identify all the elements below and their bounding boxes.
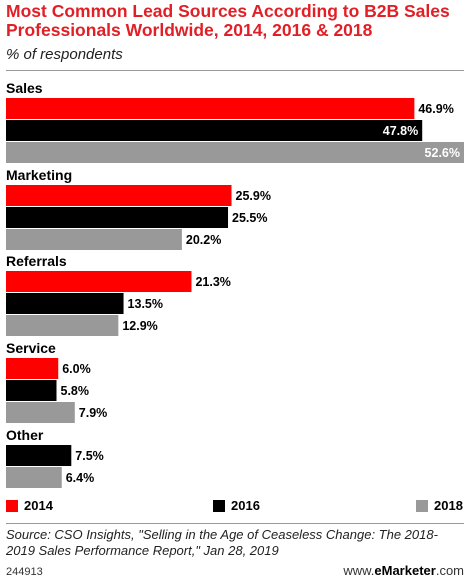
- legend-label-2014: 2014: [24, 498, 53, 513]
- legend: 2014 2016 2018: [6, 498, 464, 516]
- source-note: Source: CSO Insights, "Selling in the Ag…: [6, 527, 438, 558]
- bar-referrals-2018: [6, 315, 119, 336]
- bar-referrals-2016: [6, 293, 124, 314]
- legend-item-2018: 2018: [416, 498, 463, 513]
- value-label-marketing-2018: 20.2%: [186, 233, 221, 247]
- value-label-marketing-2016: 25.5%: [232, 211, 267, 225]
- legend-label-2016: 2016: [231, 498, 260, 513]
- bar-other-2018: [6, 467, 62, 488]
- legend-swatch-2016: [213, 499, 225, 512]
- brand-name: eMarketer: [374, 563, 436, 578]
- chart-title: Most Common Lead Sources According to B2…: [6, 1, 450, 40]
- bar-service-2016: [6, 380, 57, 401]
- value-label-referrals-2014: 21.3%: [195, 275, 230, 289]
- brand-logo: www.eMarketer.com: [343, 563, 464, 578]
- bar-chart: Sales 46.9%47.8% 52.6% Marketing 25.9% 25.5% 2…: [6, 80, 464, 488]
- bar-marketing-2018: [6, 229, 182, 250]
- value-label-service-2018: 7.9%: [79, 406, 108, 420]
- category-label-other: Other: [6, 427, 44, 443]
- value-label-other-2016: 7.5%: [75, 449, 104, 463]
- value-label-sales-2018: 52.6%: [425, 146, 460, 160]
- category-label-referrals: Referrals: [6, 253, 67, 269]
- brand-suffix: .com: [435, 563, 464, 578]
- legend-item-2016: 2016: [213, 498, 260, 513]
- value-label-marketing-2014: 25.9%: [236, 189, 271, 203]
- bar-sales-2018: [6, 142, 464, 163]
- value-label-other-2018: 6.4%: [66, 471, 95, 485]
- category-label-sales: Sales: [6, 80, 43, 96]
- legend-swatch-2014: [6, 499, 18, 512]
- bar-sales-2014: [6, 98, 415, 119]
- legend-swatch-2018: [416, 499, 428, 512]
- bar-marketing-2016: [6, 207, 229, 228]
- value-label-sales-2014: 46.9%: [418, 102, 453, 116]
- legend-item-2014: 2014: [6, 498, 53, 513]
- top-divider: [6, 70, 464, 71]
- value-label-sales-2016: 47.8%: [383, 124, 418, 138]
- bar-referrals-2014: [6, 271, 192, 292]
- bar-sales-2016: [6, 120, 423, 141]
- bar-service-2014: [6, 358, 59, 379]
- value-label-service-2016: 5.8%: [61, 384, 90, 398]
- value-label-service-2014: 6.0%: [62, 362, 91, 376]
- brand-prefix: www.: [343, 563, 375, 578]
- bar-marketing-2014: [6, 185, 232, 206]
- value-label-referrals-2018: 12.9%: [122, 319, 157, 333]
- chart-subtitle: % of respondents: [6, 46, 123, 63]
- value-label-referrals-2016: 13.5%: [128, 297, 163, 311]
- category-label-service: Service: [6, 340, 56, 356]
- category-label-marketing: Marketing: [6, 167, 72, 183]
- bar-service-2018: [6, 402, 75, 423]
- chart-id: 244913: [6, 566, 43, 578]
- legend-label-2018: 2018: [434, 498, 463, 513]
- bar-other-2016: [6, 445, 72, 466]
- bottom-divider: [6, 523, 464, 524]
